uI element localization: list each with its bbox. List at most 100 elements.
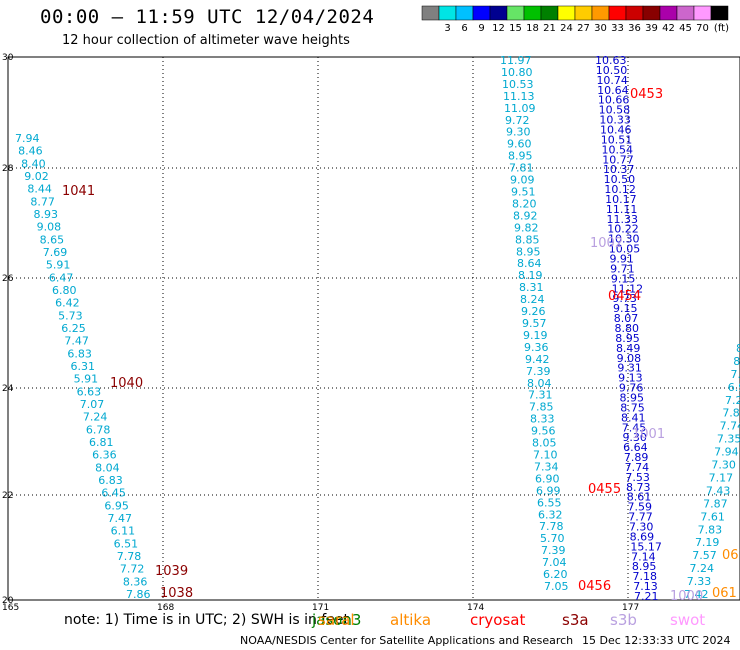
- wave-height-label: 6.36: [92, 449, 117, 462]
- wave-height-label: 7.89: [624, 451, 649, 464]
- footer-note: note: 1) Time is in UTC; 2) SWH is in fe…: [64, 612, 350, 628]
- wave-height-label: 8.04: [527, 377, 552, 390]
- page-subtitle: 12 hour collection of altimeter wave hei…: [62, 33, 350, 48]
- pass-time-label: 0453: [630, 87, 663, 102]
- wave-height-label: 10.53: [502, 78, 534, 91]
- wave-height-label: 6.64: [623, 441, 648, 454]
- legend-label: 24: [560, 23, 573, 34]
- wave-height-label: 9.72: [505, 114, 530, 127]
- wave-height-label: 8.61: [627, 491, 652, 504]
- wave-height-label: 8.49: [616, 342, 641, 355]
- wave-height-label: 8.92: [513, 209, 538, 222]
- wave-height-label: 6.95: [104, 499, 128, 512]
- wave-height-label: 8.93: [34, 208, 59, 221]
- pass-time-label: 1040: [110, 376, 143, 391]
- wave-height-label: 8.20: [512, 197, 537, 210]
- wave-height-label: 11.97: [500, 54, 532, 67]
- legend-label: 33: [611, 23, 624, 34]
- wave-height-label: 5.91: [46, 259, 70, 272]
- legend-label: 36: [628, 23, 641, 34]
- legend-label: 70: [696, 23, 709, 34]
- wave-height-label: 5.70: [540, 532, 565, 545]
- wave-height-label: 11.09: [504, 102, 536, 115]
- wave-height-label: 7.94: [15, 132, 40, 145]
- wave-height-label: 10.64: [597, 84, 629, 97]
- pass-time-label: 0455: [588, 482, 621, 497]
- wave-height-label: 7.83: [698, 523, 723, 536]
- wave-height-label: 6.31: [71, 360, 96, 373]
- lat-tick-label: 30: [2, 53, 14, 63]
- wave-height-label: 8.46: [18, 145, 43, 158]
- legend-label: 18: [526, 23, 539, 34]
- wave-height-label: 7.53: [625, 471, 650, 484]
- wave-height-label: 10.12: [604, 183, 636, 196]
- legend-swatch: [710, 5, 729, 21]
- wave-height-label: 7.78: [117, 550, 142, 563]
- wave-height-label: 7.78: [539, 520, 564, 533]
- wave-height-label: 9.56: [531, 425, 556, 438]
- wave-height-label: 7.39: [541, 544, 566, 557]
- wave-height-label: 6.20: [543, 568, 568, 581]
- wave-height-label: 7.31: [528, 389, 553, 402]
- wave-height-label: 9.36: [524, 341, 549, 354]
- wave-height-label: 9.73: [612, 292, 637, 305]
- wave-height-label: 11.11: [606, 203, 638, 216]
- legend-label: 27: [577, 23, 590, 34]
- wave-height-label: 9.42: [525, 353, 550, 366]
- wave-height-label: 8.95: [620, 391, 645, 404]
- wave-height-label: 6.90: [535, 472, 560, 485]
- color-legend: 3 6 9 12 15 18 21 24 27 30 33 36 39 42 45 70 (ft): [421, 5, 729, 34]
- pass-time-label: 1039: [155, 564, 188, 579]
- pass-time-label: 061: [712, 586, 737, 601]
- wave-height-label: 10.66: [598, 94, 630, 107]
- wave-height-label: 9.82: [514, 221, 539, 234]
- legend-unit: (ft): [714, 23, 729, 34]
- wave-height-label: 6.32: [538, 508, 563, 521]
- wave-height-label: 8.9: [736, 342, 740, 355]
- wave-height-label: 8.77: [30, 195, 54, 208]
- wave-height-label: 8.95: [516, 245, 541, 258]
- wave-height-label: 7.61: [700, 510, 725, 523]
- wave-height-label: 7.17: [709, 471, 734, 484]
- wave-height-label: 7.74: [720, 420, 740, 433]
- generated-timestamp: 15 Dec 12:33:33 UTC 2024: [582, 634, 731, 647]
- lat-tick-label: 20: [2, 596, 14, 606]
- wave-height-label: 7.87: [722, 407, 740, 420]
- wave-height-label: 9.71: [610, 262, 635, 275]
- wave-height-label: 6.42: [55, 297, 79, 310]
- wave-height-label: 6.83: [67, 347, 92, 360]
- wave-height-label: 6.99: [536, 484, 561, 497]
- wave-height-label: 8.33: [530, 413, 555, 426]
- wave-height-label: 10.22: [607, 223, 639, 236]
- sat-altika: altika: [390, 611, 432, 629]
- wave-height-label: 8.24: [520, 293, 545, 306]
- wave-height-label: 10.77: [602, 153, 634, 166]
- wave-height-label: 6.9: [728, 381, 740, 394]
- wave-height-label: 9.91: [609, 253, 634, 266]
- sat-jason3: jason3: [312, 611, 362, 629]
- wave-height-label: 8.69: [630, 530, 655, 543]
- wave-height-label: 8.73: [626, 481, 651, 494]
- wave-height-label: 7.85: [529, 401, 554, 414]
- wave-height-label: 8.04: [95, 461, 120, 474]
- wave-height-label: 6.83: [98, 474, 123, 487]
- wave-height-label: 6.63: [77, 385, 102, 398]
- wave-height-label: 9.30: [506, 126, 531, 139]
- wave-height-label: 7.30: [629, 521, 654, 534]
- pass-time-label: 1001: [632, 427, 665, 442]
- wave-height-label: 7.27: [725, 394, 740, 407]
- lat-tick-label: 22: [2, 491, 13, 501]
- wave-height-label: 9.13: [618, 372, 643, 385]
- wave-height-label: 7.34: [534, 460, 559, 473]
- wave-height-label: 8.36: [123, 575, 147, 588]
- wave-height-label: 6.45: [101, 487, 126, 500]
- sat-saral: saral: [318, 611, 355, 629]
- wave-height-label: 10.58: [599, 104, 631, 117]
- lat-tick-label: 26: [2, 274, 14, 284]
- sat-s3b: s3b: [610, 611, 637, 629]
- wave-height-label: 7.77: [628, 511, 653, 524]
- wave-height-label: 7.05: [544, 580, 569, 593]
- wave-height-label: 7.13: [633, 580, 658, 593]
- wave-height-label: 7.4: [731, 368, 740, 381]
- wave-height-label: 7.45: [622, 421, 647, 434]
